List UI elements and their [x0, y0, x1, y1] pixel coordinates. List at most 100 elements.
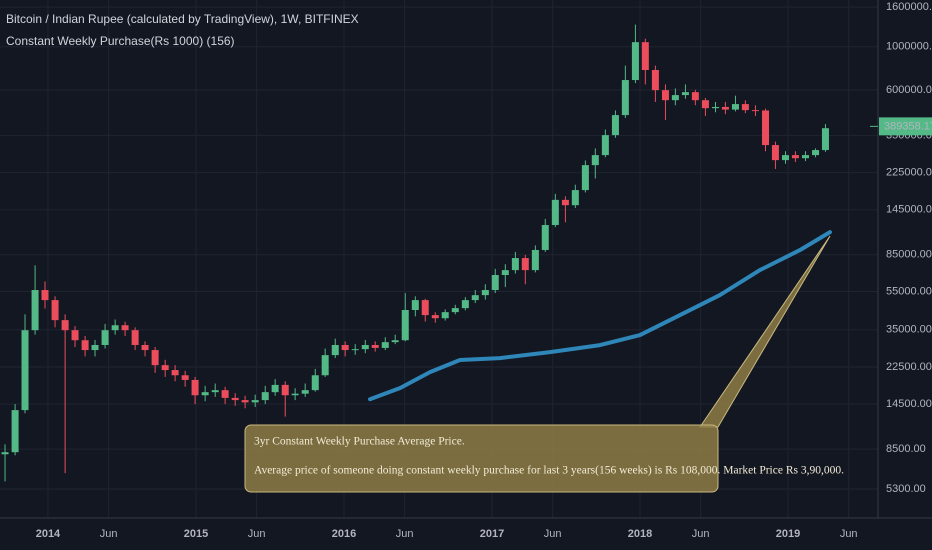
x-tick-label: 2018	[628, 528, 652, 540]
candle-body	[311, 375, 319, 391]
candle-body	[511, 258, 519, 271]
candle-body	[121, 325, 129, 331]
candle-body	[1, 452, 9, 455]
candle-body	[291, 393, 299, 396]
candle-body	[321, 355, 329, 376]
chart-title: Bitcoin / Indian Rupee (calculated by Tr…	[6, 12, 359, 26]
candle-body	[601, 135, 609, 156]
candle-body	[561, 199, 569, 206]
candle-body	[91, 344, 99, 351]
x-tick-label: 2017	[480, 528, 504, 540]
candle-body	[131, 330, 139, 345]
candle-body	[151, 350, 159, 366]
candle-body	[51, 300, 59, 321]
candle-body	[271, 384, 279, 393]
x-tick-label: Jun	[544, 528, 562, 540]
candle-body	[251, 400, 259, 403]
candle-body	[81, 340, 89, 351]
candle-body	[11, 410, 19, 453]
y-tick-label: 5300.00	[886, 483, 926, 495]
callout-box	[244, 424, 719, 493]
x-tick-label: Jun	[396, 528, 414, 540]
candle-body	[451, 308, 459, 313]
y-tick-label: 35000.00	[886, 324, 932, 336]
candle-body	[671, 95, 679, 101]
candle-body	[741, 104, 749, 111]
candle-body	[631, 42, 639, 81]
candle-body	[821, 128, 829, 151]
candle-body	[471, 295, 479, 301]
candle-body	[701, 100, 709, 109]
candle-body	[21, 330, 29, 411]
candle-body	[791, 155, 799, 159]
candle-body	[381, 342, 389, 348]
y-tick-label: 225000.00	[886, 167, 932, 179]
candle-body	[621, 80, 629, 116]
candle-body	[231, 397, 239, 401]
candle-body	[401, 310, 409, 341]
x-tick-label: Jun	[248, 528, 266, 540]
candle-body	[771, 145, 779, 161]
candle-body	[31, 290, 39, 331]
x-tick-label: 2019	[776, 528, 800, 540]
candle-body	[551, 199, 559, 226]
candle-body	[181, 375, 189, 380]
x-tick-label: Jun	[100, 528, 118, 540]
candle-body	[531, 249, 539, 271]
candle-body	[571, 190, 579, 206]
candle-body	[641, 42, 649, 71]
y-tick-label: 14500.00	[886, 398, 932, 410]
candle-body	[211, 390, 219, 393]
x-tick-label: 2016	[332, 528, 356, 540]
y-tick-label: 1000000.00	[886, 41, 932, 53]
candle-body	[611, 115, 619, 136]
candle-body	[41, 290, 49, 301]
candle-body	[221, 390, 229, 398]
axes: 1600000.001000000.00600000.00350000.0022…	[36, 1, 932, 540]
indicator-name: Constant Weekly Purchase(Rs 1000) (156)	[6, 34, 235, 48]
candle-body	[491, 275, 499, 291]
candle-body	[261, 392, 269, 401]
candle-body	[661, 90, 669, 101]
y-tick-label: 85000.00	[886, 249, 932, 261]
candle-body	[301, 390, 309, 394]
candle-body	[111, 325, 119, 331]
candle-body	[351, 349, 359, 351]
candle-body	[731, 104, 739, 110]
candle-body	[521, 258, 529, 271]
plot	[1, 24, 832, 482]
candle-body	[721, 106, 729, 110]
x-tick-label: 2015	[184, 528, 208, 540]
candle-body	[71, 330, 79, 341]
candle-body	[541, 225, 549, 250]
candle-body	[281, 384, 289, 396]
y-tick-label: 145000.00	[886, 204, 932, 216]
candle-body	[691, 92, 699, 101]
candle-body	[812, 150, 820, 156]
annotation-line: Average price of someone doing constant …	[254, 465, 844, 477]
last-price-label: 389358.17	[884, 120, 932, 132]
candle-body	[201, 392, 209, 396]
candle-body	[411, 300, 419, 311]
candle-body	[762, 110, 770, 146]
candle-body	[161, 365, 169, 371]
annotation-line: 3yr Constant Weekly Purchase Average Pri…	[254, 436, 465, 448]
candle-body	[781, 155, 789, 161]
candle-body	[331, 344, 339, 356]
candle-body	[391, 340, 399, 343]
x-tick-label: Jun	[692, 528, 710, 540]
candle-body	[751, 110, 759, 112]
y-tick-label: 1600000.00	[886, 1, 932, 13]
candle-body	[421, 300, 429, 316]
y-tick-label: 55000.00	[886, 285, 932, 297]
candle-body	[711, 106, 719, 109]
candle-body	[431, 315, 439, 319]
candle-body	[681, 92, 689, 96]
candle-body	[101, 330, 109, 345]
candle-body	[61, 320, 69, 331]
candle-body	[341, 344, 349, 351]
x-tick-label: Jun	[840, 528, 858, 540]
candle-body	[591, 155, 599, 166]
candle-body	[241, 400, 249, 403]
